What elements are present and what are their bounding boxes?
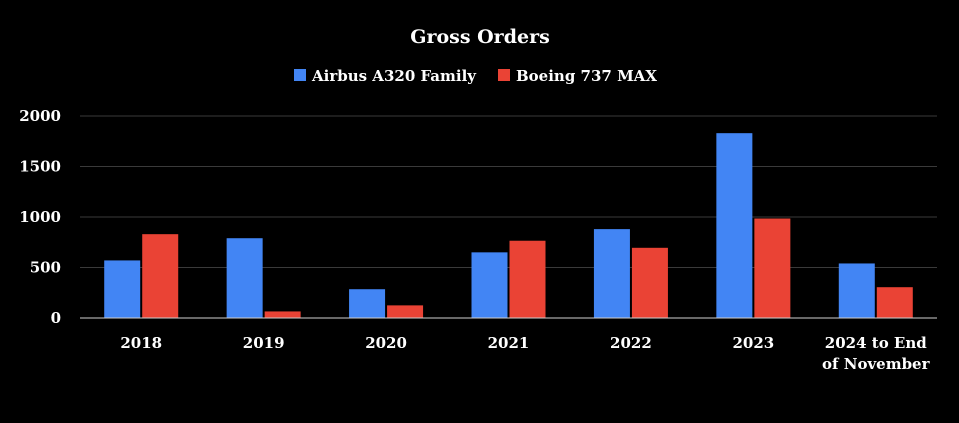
x-tick-label: 2018 (120, 334, 162, 352)
x-tick-label: 2021 (488, 334, 530, 352)
y-tick-label: 2000 (19, 107, 61, 125)
bars (104, 133, 913, 318)
bar-boeing-2 (387, 305, 424, 318)
legend: Airbus A320 Family Boeing 737 MAX (294, 67, 657, 85)
bar-boeing-5 (754, 218, 791, 318)
y-tick-label: 1500 (19, 158, 61, 176)
legend-label-airbus: Airbus A320 Family (311, 67, 477, 85)
bar-airbus-1 (226, 238, 263, 318)
bar-boeing-0 (142, 234, 179, 318)
legend-label-boeing: Boeing 737 MAX (516, 67, 657, 85)
bar-airbus-3 (471, 252, 508, 318)
x-tick-label: 2020 (365, 334, 407, 352)
x-tick-label: 2019 (243, 334, 285, 352)
chart-title: Gross Orders (410, 26, 550, 48)
y-tick-label: 1000 (19, 208, 61, 226)
legend-swatch-airbus (294, 69, 306, 81)
bar-airbus-6 (838, 263, 875, 318)
x-tick-label: 2022 (610, 334, 652, 352)
bar-airbus-2 (349, 289, 386, 318)
bar-airbus-0 (104, 260, 141, 318)
x-tick-label: 2023 (732, 334, 774, 352)
y-tick-label: 0 (51, 309, 61, 327)
bar-boeing-4 (631, 247, 668, 318)
bar-boeing-6 (876, 287, 913, 318)
y-axis-ticks: 0 500 1000 1500 2000 (19, 107, 61, 327)
bar-airbus-5 (716, 133, 753, 318)
x-axis-ticks: 2018 2019 2020 2021 2022 2023 2024 to End of No… (120, 334, 930, 373)
legend-swatch-boeing (498, 69, 510, 81)
bar-boeing-3 (509, 240, 546, 318)
gridlines (80, 115, 937, 268)
y-tick-label: 500 (30, 259, 61, 277)
x-tick-label: 2024 to End of November (822, 334, 931, 373)
bar-airbus-4 (593, 229, 630, 318)
bar-boeing-1 (264, 311, 301, 318)
